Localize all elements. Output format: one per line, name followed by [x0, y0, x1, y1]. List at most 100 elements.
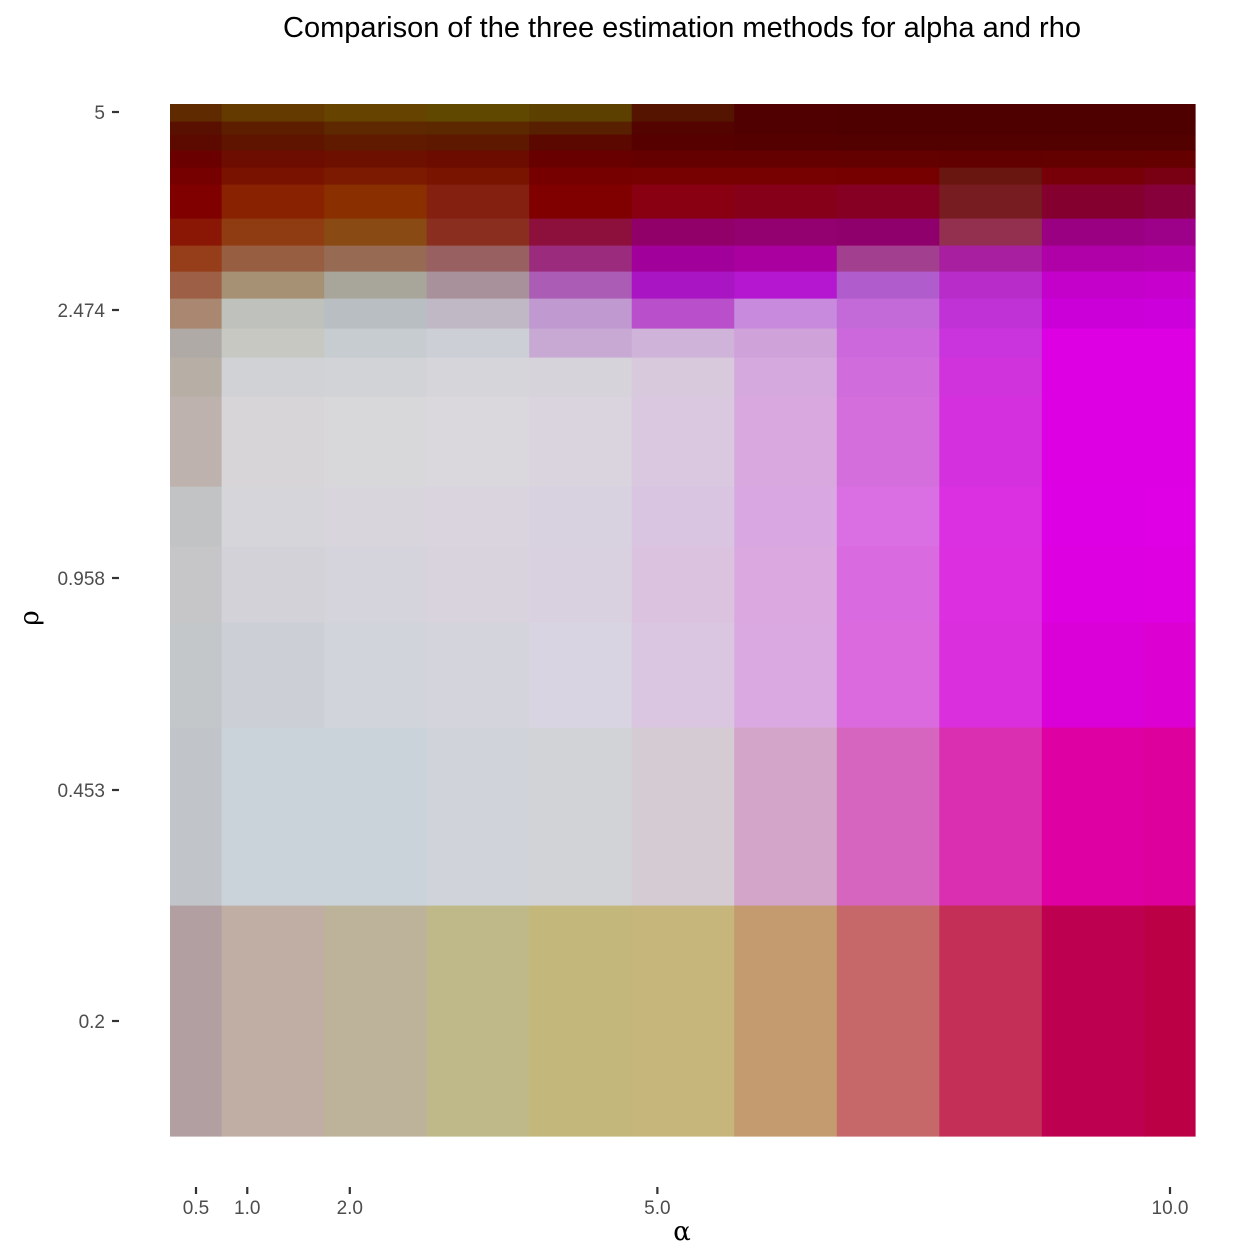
heatmap-tile: [324, 546, 428, 623]
heatmap-tile: [631, 905, 735, 1137]
heatmap-tile: [529, 727, 633, 906]
heatmap-tile: [426, 167, 530, 185]
heatmap-tile: [426, 727, 530, 906]
heatmap-tile: [1041, 184, 1145, 219]
heatmap-tile: [631, 298, 735, 329]
heatmap-tile: [1144, 396, 1196, 487]
heatmap-tile: [836, 245, 940, 272]
heatmap-tile: [1144, 622, 1196, 728]
heatmap-tile: [1041, 905, 1145, 1137]
heatmap-tile: [1144, 271, 1196, 299]
heatmap-tile: [734, 184, 838, 219]
heatmap-tile: [1041, 167, 1145, 185]
heatmap-tile: [1041, 271, 1145, 299]
heatmap-tile: [324, 134, 428, 151]
heatmap-tile: [939, 546, 1043, 623]
heatmap-tile: [939, 396, 1043, 487]
x-tick-label: 2.0: [337, 1198, 363, 1219]
heatmap-tile: [734, 150, 838, 168]
heatmap-tile: [939, 486, 1043, 547]
heatmap-tile: [221, 271, 325, 299]
heatmap-tile: [836, 184, 940, 219]
heatmap-tile: [170, 396, 223, 487]
heatmap-tile: [324, 104, 428, 122]
heatmap-tile: [221, 622, 325, 728]
heatmap-tile: [734, 328, 838, 358]
heatmap-tile: [170, 328, 223, 358]
heatmap-tile: [939, 298, 1043, 329]
heatmap-tile: [836, 150, 940, 168]
heatmap-tile: [1144, 245, 1196, 272]
heatmap-tile: [939, 622, 1043, 728]
x-tick-label: 1.0: [234, 1198, 260, 1219]
heatmap-tile: [324, 271, 428, 299]
heatmap-tile: [836, 727, 940, 906]
heatmap-tile: [170, 218, 223, 246]
heatmap-tile: [221, 328, 325, 358]
heatmap-tile: [324, 727, 428, 906]
heatmap-tile: [1041, 622, 1145, 728]
heatmap-tile: [939, 121, 1043, 135]
heatmap-tile: [734, 271, 838, 299]
heatmap-tile: [734, 622, 838, 728]
heatmap-tile: [939, 245, 1043, 272]
heatmap-tile: [836, 486, 940, 547]
heatmap-tile: [324, 622, 428, 728]
heatmap-tile: [836, 167, 940, 185]
heatmap-tile: [631, 546, 735, 623]
heatmap-tile: [324, 486, 428, 547]
heatmap-tile: [836, 357, 940, 397]
heatmap-tile: [1144, 546, 1196, 623]
heatmap-tile: [426, 271, 530, 299]
heatmap-tile: [734, 396, 838, 487]
heatmap-tile: [529, 396, 633, 487]
heatmap-tile: [529, 134, 633, 151]
heatmap-tile: [1041, 218, 1145, 246]
heatmap-tile: [426, 298, 530, 329]
heatmap-tile: [836, 104, 940, 122]
y-tick-label: 5: [94, 103, 105, 124]
y-tick-label: 0.2: [79, 1012, 105, 1033]
heatmap-tile: [170, 357, 223, 397]
heatmap-tile: [1041, 150, 1145, 168]
heatmap-tile: [939, 134, 1043, 151]
heatmap-tile: [426, 245, 530, 272]
heatmap-tile: [1041, 328, 1145, 358]
heatmap-tile: [1144, 298, 1196, 329]
heatmap-tile: [836, 905, 940, 1137]
heatmap-tile: [324, 245, 428, 272]
heatmap-tile: [939, 150, 1043, 168]
heatmap-tile: [529, 905, 633, 1137]
heatmap-tile: [426, 905, 530, 1137]
heatmap-tile: [170, 121, 223, 135]
heatmap-tile: [1041, 357, 1145, 397]
heatmap-tile: [734, 727, 838, 906]
heatmap-tile: [1041, 486, 1145, 547]
heatmap-tile: [529, 218, 633, 246]
chart-title: Comparison of the three estimation metho…: [283, 12, 1081, 44]
heatmap-tile: [529, 328, 633, 358]
heatmap-tile: [529, 298, 633, 329]
heatmap-tile: [1144, 150, 1196, 168]
heatmap-tile: [836, 271, 940, 299]
heatmap-tile: [221, 357, 325, 397]
heatmap-tile: [221, 218, 325, 246]
heatmap-tile: [221, 727, 325, 906]
heatmap-tile: [170, 905, 223, 1137]
heatmap-tile: [529, 546, 633, 623]
heatmap-tile: [529, 271, 633, 299]
heatmap-tile: [324, 357, 428, 397]
heatmap-tile: [426, 150, 530, 168]
heatmap-tile: [426, 328, 530, 358]
x-tick-label: 10.0: [1152, 1198, 1189, 1219]
heatmap-tile: [1144, 184, 1196, 219]
heatmap-tile: [939, 167, 1043, 185]
heatmap-tile: [426, 218, 530, 246]
x-axis-label: α: [673, 1217, 691, 1247]
heatmap-tile: [529, 167, 633, 185]
heatmap-tile: [170, 245, 223, 272]
heatmap-tile: [1144, 328, 1196, 358]
heatmap-tile: [1144, 727, 1196, 906]
heatmap-tile: [1041, 134, 1145, 151]
heatmap-tile: [836, 298, 940, 329]
